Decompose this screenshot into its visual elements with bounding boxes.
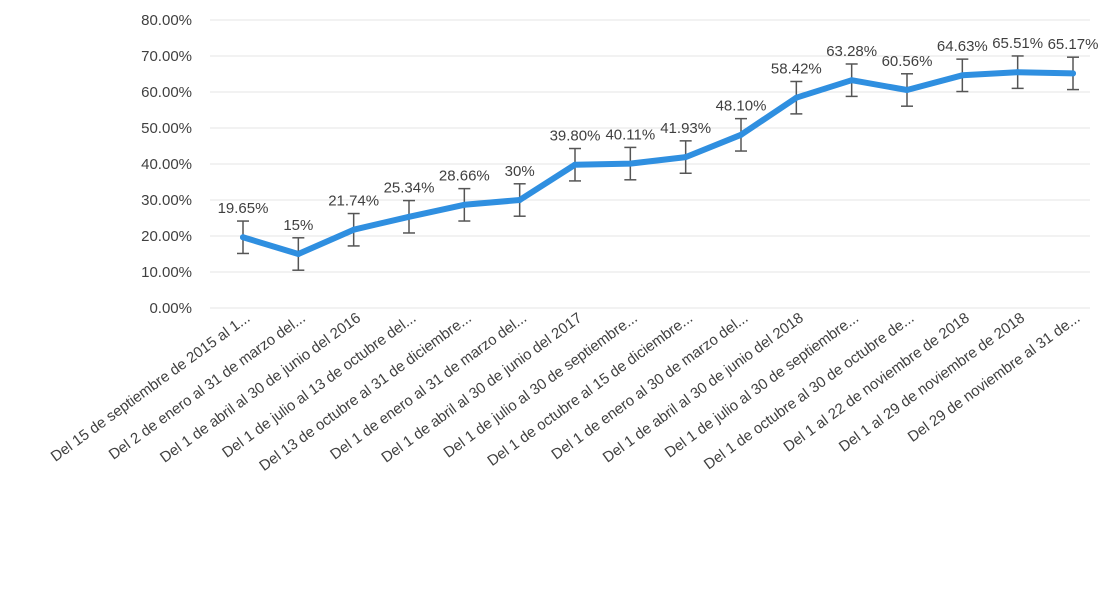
data-point (461, 201, 468, 208)
series-line (240, 69, 1076, 257)
x-tick-label: Del 15 de septiembre de 2015 al 1... (48, 309, 254, 465)
data-label: 64.63% (937, 38, 988, 55)
data-label: 48.10% (716, 98, 767, 115)
data-point (1014, 69, 1021, 76)
x-axis: Del 15 de septiembre de 2015 al 1...Del … (48, 309, 1084, 474)
data-point (848, 77, 855, 84)
y-tick-label: 10.00% (141, 264, 192, 281)
y-tick-label: 30.00% (141, 192, 192, 209)
data-point (516, 197, 523, 203)
data-label: 41.93% (660, 120, 711, 137)
y-axis: 0.00% 10.00% 20.00% 30.00% 40.00% 50.00% 60.00… (141, 12, 192, 317)
data-label: 15% (283, 217, 313, 234)
y-tick-label: 80.00% (141, 12, 192, 29)
data-point (295, 251, 302, 257)
data-label: 21.74% (328, 193, 379, 210)
data-point (1070, 70, 1076, 77)
x-tick-label: Del 1 de abril al 30 de junio del 2018 (600, 309, 807, 466)
data-label: 25.34% (384, 180, 435, 197)
y-tick-label: 40.00% (141, 156, 192, 173)
data-label: 63.28% (826, 43, 877, 60)
data-label: 19.65% (218, 200, 269, 217)
y-tick-label: 0.00% (149, 300, 192, 317)
series-polyline (240, 69, 1076, 257)
data-point (682, 154, 689, 161)
data-point (350, 226, 357, 233)
data-point (627, 160, 634, 167)
data-labels: 19.65% 15% 21.74% 25.34%28.66% 30% 39.80% 40.1… (218, 35, 1099, 234)
data-label: 65.51% (992, 35, 1043, 52)
data-point (904, 86, 910, 93)
data-label: 65.17% (1048, 36, 1099, 53)
data-label: 60.56% (882, 53, 933, 70)
data-point (406, 213, 412, 220)
y-tick-label: 50.00% (141, 120, 192, 137)
data-point (738, 131, 744, 138)
x-tick-label: Del 1 de abril al 30 de junio del 2017 (378, 309, 585, 466)
data-label: 40.11% (605, 126, 655, 143)
y-tick-label: 20.00% (141, 228, 192, 245)
y-tick-label: 60.00% (141, 84, 192, 101)
data-label: 28.66% (439, 168, 490, 185)
data-label: 58.42% (771, 60, 822, 77)
data-point (240, 234, 246, 241)
y-tick-label: 70.00% (141, 48, 192, 65)
data-point (793, 94, 800, 101)
data-label: 30% (505, 163, 535, 180)
data-label: 39.80% (550, 128, 601, 145)
data-point (572, 161, 578, 168)
data-point (959, 72, 966, 79)
x-tick-label: Del 1 de abril al 30 de junio del 2016 (157, 309, 364, 466)
